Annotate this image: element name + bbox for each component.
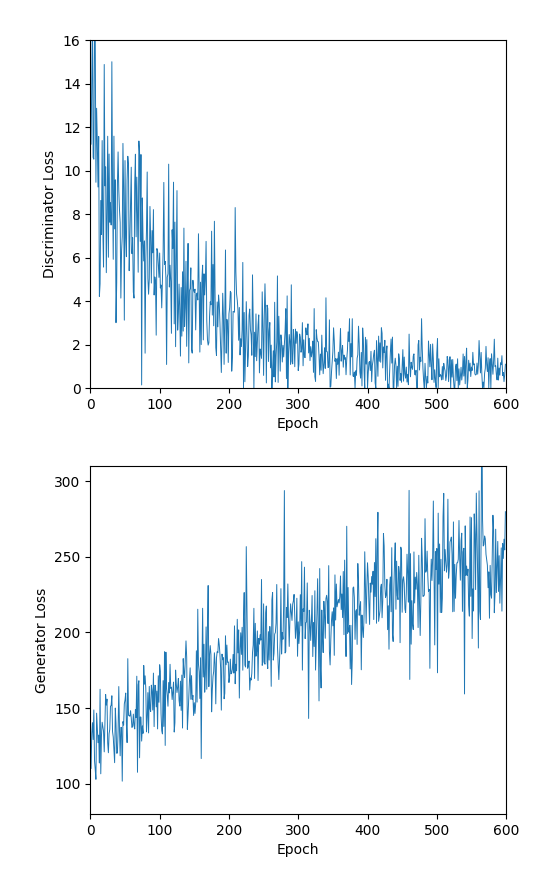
X-axis label: Epoch: Epoch: [277, 843, 320, 857]
Y-axis label: Discriminator Loss: Discriminator Loss: [43, 150, 58, 278]
X-axis label: Epoch: Epoch: [277, 417, 320, 432]
Y-axis label: Generator Loss: Generator Loss: [35, 588, 49, 693]
